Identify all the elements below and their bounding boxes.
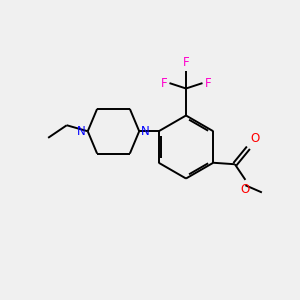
Text: N: N	[141, 125, 150, 138]
Text: O: O	[251, 132, 260, 146]
Text: F: F	[161, 76, 167, 90]
Text: O: O	[241, 184, 250, 196]
Text: F: F	[183, 56, 189, 69]
Text: F: F	[205, 76, 211, 90]
Text: N: N	[77, 125, 85, 138]
